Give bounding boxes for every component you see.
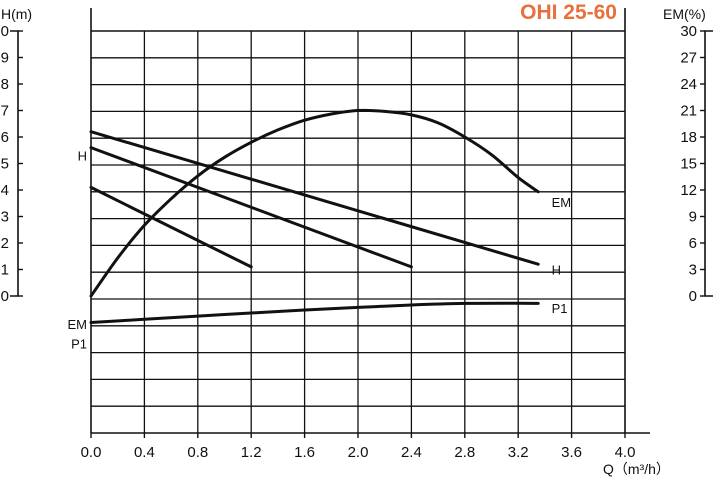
chart-frame xyxy=(90,8,650,434)
curve-label-h: H xyxy=(78,149,87,164)
left-axis-tick-label: 7 xyxy=(1,103,9,120)
x-axis-tick-label: 0.4 xyxy=(134,444,155,461)
curve-labels: H EM H P1 EM P1 xyxy=(68,149,572,352)
left-axis: 0 1 2 3 4 5 6 7 8 9 10 xyxy=(0,23,23,305)
x-axis-tick-label: 2.4 xyxy=(401,444,422,461)
left-axis-tick-label: 9 xyxy=(1,50,9,67)
left-axis-tick-label: 5 xyxy=(1,156,9,173)
right-axis: 0 3 6 9 12 15 18 21 24 27 30 xyxy=(680,23,713,305)
curve-label-p1: P1 xyxy=(71,337,87,352)
left-axis-tick-label: 1 xyxy=(1,262,9,279)
curve-label-p1: P1 xyxy=(552,301,568,316)
right-axis-tick-label: 3 xyxy=(689,262,697,279)
curve-label-h: H xyxy=(552,263,561,278)
y-axis-right-title: EM(%) xyxy=(663,6,706,22)
right-axis-tick-label: 9 xyxy=(689,209,697,226)
right-axis-tick-label: 15 xyxy=(680,156,697,173)
right-axis-tick-label: 6 xyxy=(689,235,697,252)
left-axis-tick-label: 4 xyxy=(1,182,9,199)
chart-title: OHI 25-60 xyxy=(520,1,617,24)
x-axis-tick-label: 2.0 xyxy=(348,444,369,461)
x-axis-tick-label: 0.8 xyxy=(187,444,208,461)
series-p1-curve-5 xyxy=(89,301,540,324)
curves xyxy=(89,108,540,324)
left-axis-tick-label: 10 xyxy=(0,23,9,40)
series-em-curve-4 xyxy=(89,108,540,298)
right-axis-tick-label: 27 xyxy=(680,50,697,67)
x-axis-tick-label: 3.6 xyxy=(561,444,582,461)
left-axis-bracket xyxy=(10,30,19,297)
right-axis-tick-label: 30 xyxy=(680,23,697,40)
x-axis: 0.0 0.4 0.8 1.2 1.6 2.0 2.4 2.8 3.2 3.6 4.0 xyxy=(81,433,636,461)
x-axis-tick-label: 3.2 xyxy=(508,444,529,461)
grid xyxy=(91,31,625,433)
right-axis-tick-label: 12 xyxy=(680,182,697,199)
right-axis-bracket xyxy=(704,30,713,297)
left-axis-tick-label: 3 xyxy=(1,209,9,226)
right-axis-tick-label: 0 xyxy=(689,288,697,305)
x-axis-tick-label: 0.0 xyxy=(81,444,102,461)
x-axis-tick-label: 1.2 xyxy=(241,444,262,461)
right-axis-tick-label: 21 xyxy=(680,103,697,120)
series-h-curve-1 xyxy=(89,185,253,269)
x-axis-tick-label: 2.8 xyxy=(454,444,475,461)
left-axis-tick-label: 6 xyxy=(1,129,9,146)
right-axis-tick-label: 18 xyxy=(680,129,697,146)
x-axis-tick-label: 1.6 xyxy=(294,444,315,461)
curve-label-em: EM xyxy=(552,195,572,210)
left-axis-tick-label: 2 xyxy=(1,235,9,252)
series-h-curve-2 xyxy=(89,146,413,269)
curve-label-em: EM xyxy=(68,317,88,332)
series-h-curve-3 xyxy=(89,130,540,266)
x-axis-tick-label: 4.0 xyxy=(615,444,636,461)
y-axis-left-title: H(m) xyxy=(1,6,32,22)
right-axis-tick-label: 24 xyxy=(680,76,697,93)
left-axis-tick-label: 0 xyxy=(1,288,9,305)
left-axis-tick-label: 8 xyxy=(1,76,9,93)
x-axis-title: Q（m³/h） xyxy=(603,461,670,477)
